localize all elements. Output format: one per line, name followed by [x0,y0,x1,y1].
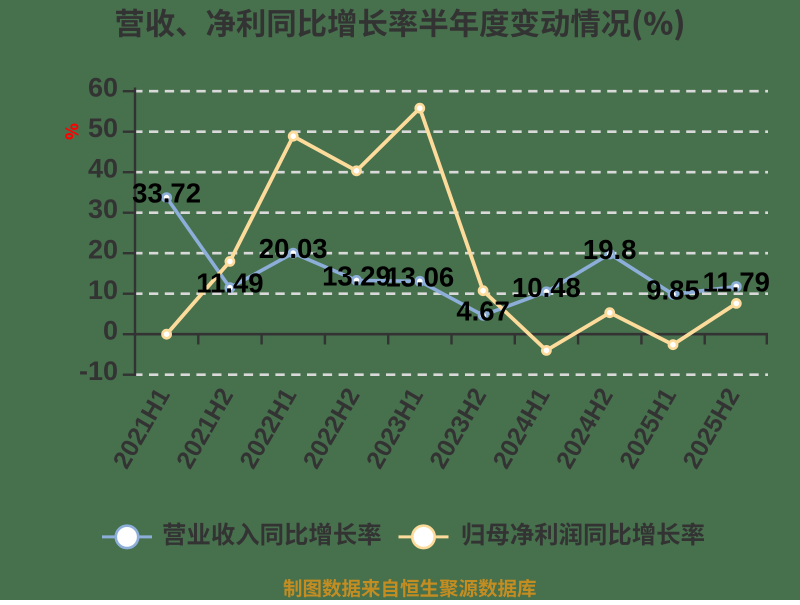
svg-text:19.8: 19.8 [583,234,637,265]
svg-text:20: 20 [88,234,118,264]
svg-text:60: 60 [88,72,118,102]
svg-text:50: 50 [88,113,118,143]
svg-text:10.48: 10.48 [512,272,581,303]
svg-text:30: 30 [88,194,118,224]
svg-text:40: 40 [88,153,118,183]
svg-text:33.72: 33.72 [132,178,201,209]
svg-text:10: 10 [88,275,118,305]
svg-text:0: 0 [103,315,118,345]
svg-text:9.85: 9.85 [646,274,700,305]
svg-text:-10: -10 [79,356,118,386]
svg-text:20.03: 20.03 [259,233,328,264]
svg-text:13.29: 13.29 [322,260,391,291]
svg-text:11.49: 11.49 [196,268,263,299]
svg-text:13.06: 13.06 [385,261,454,292]
svg-text:4.67: 4.67 [456,295,510,326]
svg-text:11.79: 11.79 [703,267,770,298]
